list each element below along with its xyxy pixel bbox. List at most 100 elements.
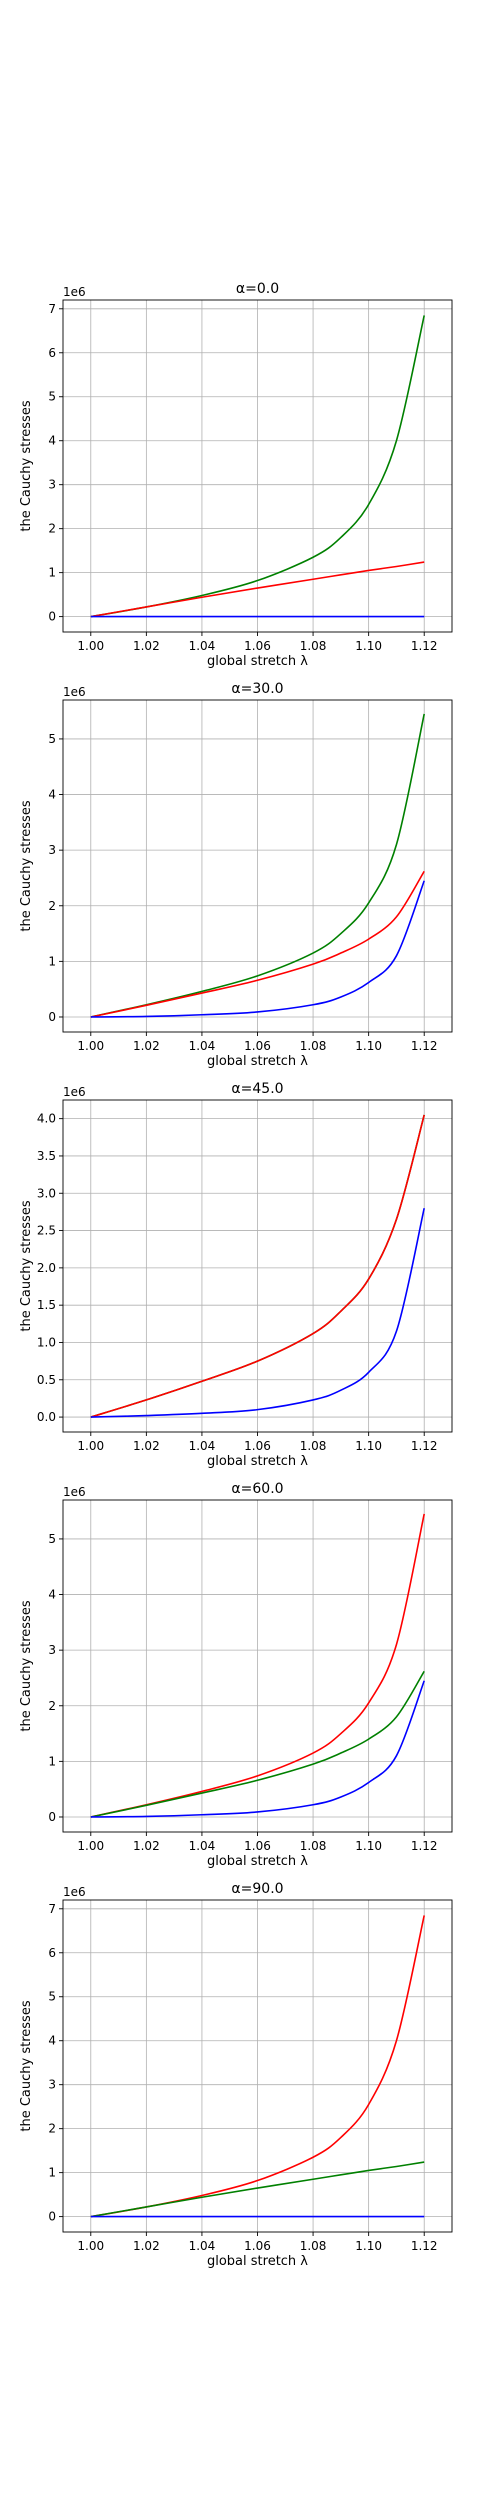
x-tick-label: 1.10 — [355, 1439, 382, 1453]
series-line-1 — [90, 561, 425, 618]
y-tick-label: 1 — [48, 2166, 56, 2180]
x-axis-label: global stretch λ — [207, 1054, 308, 1069]
x-tick-label: 1.06 — [244, 1439, 271, 1453]
y-tick-label: 4 — [48, 788, 56, 802]
y-tick-label: 1 — [48, 954, 56, 968]
y-tick-label: 4 — [48, 2034, 56, 2048]
x-tick-label: 1.08 — [300, 2239, 327, 2253]
y-tick-label: 3 — [48, 1643, 56, 1657]
y-offset-label: 1e6 — [63, 1085, 86, 1099]
x-axis-label: global stretch λ — [207, 1454, 308, 1469]
x-tick-label: 1.06 — [244, 1039, 271, 1053]
y-tick-label: 0 — [48, 610, 56, 624]
y-axis-label: the Cauchy stresses — [19, 400, 34, 531]
y-tick-label: 0.5 — [37, 1373, 56, 1387]
series-line-1 — [90, 870, 425, 1018]
y-tick-label: 3.0 — [37, 1186, 56, 1200]
y-axis-label: the Cauchy stresses — [19, 2000, 34, 2131]
x-tick-label: 1.04 — [189, 639, 216, 653]
y-tick-label: 3 — [48, 2078, 56, 2092]
x-tick-label: 1.10 — [355, 1839, 382, 1853]
chart-title: α=30.0 — [231, 681, 283, 697]
x-tick-label: 1.12 — [411, 2239, 438, 2253]
x-axis-label: global stretch λ — [207, 1854, 308, 1869]
x-tick-label: 1.10 — [355, 639, 382, 653]
y-tick-label: 0 — [48, 1010, 56, 1024]
y-offset-label: 1e6 — [63, 1885, 86, 1899]
x-tick-label: 1.10 — [355, 1039, 382, 1053]
y-tick-label: 3.5 — [37, 1149, 56, 1163]
y-tick-label: 0 — [48, 2210, 56, 2224]
x-tick-label: 1.08 — [300, 639, 327, 653]
chart-panel-0: 1.00 1.02 1.04 1.06 1.08 1.10 1.12 0 1 2 3 4 5 6 7 α=0.… — [19, 281, 453, 669]
series-line-1 — [90, 2161, 425, 2218]
chart-title: α=45.0 — [231, 1081, 283, 1097]
y-tick-label: 1 — [48, 566, 56, 580]
x-tick-label: 1.02 — [133, 639, 160, 653]
y-offset-label: 1e6 — [63, 685, 86, 699]
y-tick-label: 4 — [48, 1588, 56, 1602]
x-tick-label: 1.08 — [300, 1039, 327, 1053]
chart-title: α=0.0 — [236, 281, 279, 297]
series-line-2 — [90, 1680, 425, 1818]
chart-panel-1: 1.00 1.02 1.04 1.06 1.08 1.10 1.12 0 1 2 3 4 5 α=30.0… — [19, 681, 453, 1069]
y-tick-label: 2.5 — [37, 1224, 56, 1238]
x-tick-label: 1.12 — [411, 1439, 438, 1453]
x-tick-label: 1.06 — [244, 1839, 271, 1853]
chart-title: α=90.0 — [231, 1881, 283, 1897]
y-tick-label: 7 — [48, 302, 56, 316]
y-tick-label: 2 — [48, 899, 56, 913]
series-line-1 — [90, 1670, 425, 1818]
x-tick-label: 1.04 — [189, 1839, 216, 1853]
x-tick-label: 1.02 — [133, 1039, 160, 1053]
y-tick-label: 3 — [48, 478, 56, 492]
y-tick-label: 1 — [48, 1754, 56, 1768]
x-tick-label: 1.00 — [77, 1439, 104, 1453]
y-offset-label: 1e6 — [63, 285, 86, 299]
x-tick-label: 1.02 — [133, 1439, 160, 1453]
y-tick-label: 2.0 — [37, 1261, 56, 1275]
x-tick-label: 1.00 — [77, 1839, 104, 1853]
x-tick-label: 1.00 — [77, 2239, 104, 2253]
x-tick-label: 1.12 — [411, 639, 438, 653]
y-tick-label: 4.0 — [37, 1112, 56, 1126]
x-tick-label: 1.00 — [77, 639, 104, 653]
y-tick-label: 2 — [48, 1699, 56, 1713]
y-offset-label: 1e6 — [63, 1485, 86, 1499]
y-tick-label: 6 — [48, 346, 56, 360]
chart-panel-4: 1.00 1.02 1.04 1.06 1.08 1.10 1.12 0 1 2 3 4 5 6 7 α=90… — [19, 1881, 453, 2269]
y-axis-label: the Cauchy stresses — [19, 1200, 34, 1331]
x-tick-label: 1.02 — [133, 2239, 160, 2253]
x-tick-label: 1.10 — [355, 2239, 382, 2253]
series-line-1 — [90, 1114, 425, 1418]
x-tick-label: 1.00 — [77, 1039, 104, 1053]
y-axis-label: the Cauchy stresses — [19, 1600, 34, 1731]
y-tick-label: 3 — [48, 843, 56, 857]
x-tick-label: 1.08 — [300, 1839, 327, 1853]
series-line-2 — [90, 1208, 425, 1418]
y-tick-label: 2 — [48, 2122, 56, 2136]
chart-panel-3: 1.00 1.02 1.04 1.06 1.08 1.10 1.12 0 1 2 3 4 5 α=60.0… — [19, 1481, 453, 1869]
x-axis-label: global stretch λ — [207, 654, 308, 669]
y-tick-label: 6 — [48, 1946, 56, 1960]
y-tick-label: 0 — [48, 1810, 56, 1824]
x-tick-label: 1.12 — [411, 1839, 438, 1853]
y-axis-label: the Cauchy stresses — [19, 800, 34, 931]
chart-title: α=60.0 — [231, 1481, 283, 1497]
y-tick-label: 5 — [48, 1532, 56, 1546]
x-tick-label: 1.08 — [300, 1439, 327, 1453]
x-tick-label: 1.12 — [411, 1039, 438, 1053]
series-line-2 — [90, 880, 425, 1018]
y-tick-label: 7 — [48, 1902, 56, 1916]
y-tick-label: 5 — [48, 732, 56, 746]
x-tick-label: 1.04 — [189, 2239, 216, 2253]
y-tick-label: 1.0 — [37, 1335, 56, 1349]
x-tick-label: 1.06 — [244, 2239, 271, 2253]
y-tick-label: 5 — [48, 1990, 56, 2004]
y-tick-label: 2 — [48, 522, 56, 536]
x-tick-label: 1.02 — [133, 1839, 160, 1853]
y-tick-label: 1.5 — [37, 1298, 56, 1312]
x-tick-label: 1.04 — [189, 1439, 216, 1453]
x-axis-label: global stretch λ — [207, 2254, 308, 2269]
